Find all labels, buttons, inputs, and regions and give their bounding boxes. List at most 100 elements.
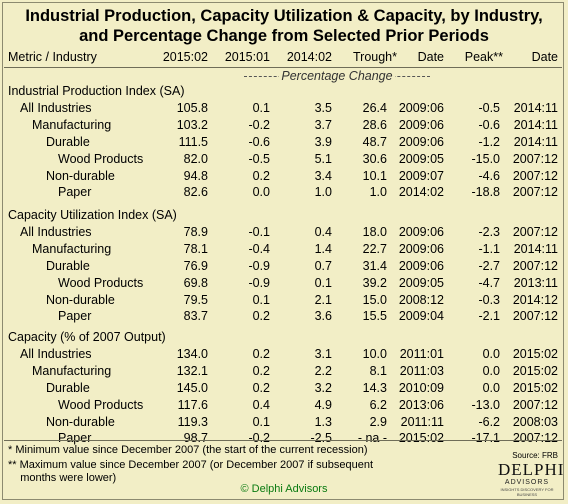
table-cell: 2.2	[314, 363, 332, 378]
table-cell: 0.4	[314, 224, 332, 239]
table-cell: 0.1	[252, 414, 270, 429]
table-cell: 132.1	[176, 363, 208, 378]
table-cell: 2007:12	[512, 258, 558, 273]
table-cell: -0.1	[248, 224, 270, 239]
table-cell: 2007:12	[512, 309, 558, 324]
table-cell: 2007:12	[512, 185, 558, 200]
table-cell: 3.7	[314, 117, 332, 132]
column-header: Date	[417, 50, 444, 64]
table-cell: 26.4	[362, 100, 387, 115]
table-cell: 30.6	[362, 151, 387, 166]
table-cell: -6.2	[478, 414, 500, 429]
table-cell: 39.2	[362, 275, 387, 290]
table-cell: -17.1	[471, 431, 501, 446]
percentage-change-banner: Percentage Change	[244, 69, 430, 83]
table-cell: -0.5	[248, 151, 270, 166]
table-cell: 0.0	[482, 363, 500, 378]
row-label: Wood Products	[58, 275, 144, 290]
table-cell: -1.2	[478, 134, 500, 149]
table-cell: 2007:12	[512, 397, 558, 412]
table-cell: 0.2	[252, 380, 270, 395]
section-title: Industrial Production Index (SA)	[8, 84, 185, 98]
table-cell: 2011:01	[399, 346, 444, 361]
table-cell: 82.6	[183, 185, 208, 200]
table-cell: 31.4	[362, 258, 387, 273]
table-cell: 2009:05	[398, 275, 444, 290]
table-cell: 18.0	[362, 224, 387, 239]
table-cell: 111.5	[178, 134, 208, 149]
table-cell: -15.0	[471, 151, 501, 166]
table-cell: 2014:02	[398, 185, 444, 200]
table-cell: 2009:06	[398, 258, 444, 273]
table-cell: 2015:02	[512, 346, 558, 361]
table-cell: 1.4	[314, 241, 332, 256]
title-line-2: and Percentage Change from Selected Prio…	[79, 27, 489, 45]
note-trough: * Minimum value since December 2007 (the…	[8, 444, 368, 456]
table-cell: 83.7	[183, 309, 208, 324]
notes-rule	[4, 440, 562, 441]
table-cell: 3.4	[314, 168, 332, 183]
table-cell: 2011:03	[399, 363, 444, 378]
table-cell: -4.6	[478, 168, 500, 183]
title-line-1: Industrial Production, Capacity Utilizat…	[25, 7, 543, 25]
table-cell: 0.1	[252, 100, 270, 115]
table-cell: 0.4	[252, 397, 270, 412]
table-cell: 2014:11	[513, 134, 558, 149]
column-header: 2014:02	[286, 50, 332, 64]
delphi-logo: DELPHI ADVISORS INSIGHTS DISCOVERY FOR B…	[498, 460, 565, 498]
percentage-change-label: Percentage Change	[279, 69, 395, 83]
table-cell: 8.1	[369, 363, 387, 378]
column-header: 2015:02	[162, 50, 208, 64]
table-cell: 0.1	[314, 275, 332, 290]
table-cell: 28.6	[362, 117, 387, 132]
row-label: Wood Products	[58, 151, 144, 166]
table-cell: 2009:06	[398, 134, 444, 149]
table-cell: 10.0	[362, 346, 387, 361]
table-cell: 69.8	[183, 275, 208, 290]
table-cell: 94.8	[183, 168, 208, 183]
table-cell: - na -	[357, 431, 387, 446]
table-cell: 2009:04	[398, 309, 444, 324]
row-label: Durable	[46, 258, 90, 273]
table-cell: 2014:11	[513, 100, 558, 115]
table-cell: 79.5	[183, 292, 208, 307]
table-cell: -0.5	[478, 100, 500, 115]
table-cell: 82.0	[183, 151, 208, 166]
row-label: All Industries	[20, 346, 92, 361]
column-header: Trough*	[352, 50, 397, 64]
logo-main: DELPHI	[498, 460, 565, 479]
table-cell: 103.2	[176, 117, 208, 132]
table-cell: -13.0	[471, 397, 501, 412]
table-cell: 0.1	[252, 292, 270, 307]
table-cell: 119.3	[177, 414, 208, 429]
table-cell: -0.9	[248, 275, 270, 290]
table-cell: 2013:11	[513, 275, 558, 290]
table-cell: 2007:12	[512, 224, 558, 239]
table-cell: 2011:11	[400, 414, 444, 429]
table-cell: 3.6	[314, 309, 332, 324]
header-rule	[4, 67, 562, 68]
note-peak: ** Maximum value since December 2007 (or…	[8, 459, 374, 471]
row-label: Non-durable	[46, 292, 115, 307]
source-label: Source: FRB	[512, 451, 558, 460]
table-cell: 2008:12	[398, 292, 444, 307]
table-cell: 2015:02	[512, 363, 558, 378]
table-cell: 0.2	[252, 346, 270, 361]
table-cell: 2013:06	[398, 397, 444, 412]
table-cell: -2.7	[478, 258, 500, 273]
table-cell: 2009:07	[398, 168, 444, 183]
table-cell: 14.3	[362, 380, 387, 395]
row-label: Paper	[58, 185, 92, 200]
table-cell: -18.8	[471, 185, 501, 200]
table-cell: 1.3	[314, 414, 332, 429]
table-cell: 2015:02	[512, 380, 558, 395]
table-cell: -0.6	[248, 134, 270, 149]
table-cell: 76.9	[183, 258, 208, 273]
table-cell: 2008:03	[512, 414, 558, 429]
column-header: Date	[531, 50, 558, 64]
row-label: Manufacturing	[32, 241, 112, 256]
row-label: Paper	[58, 431, 92, 446]
table-cell: 0.0	[252, 185, 270, 200]
table-cell: 0.0	[482, 346, 500, 361]
column-header: Metric / Industry	[8, 50, 97, 64]
